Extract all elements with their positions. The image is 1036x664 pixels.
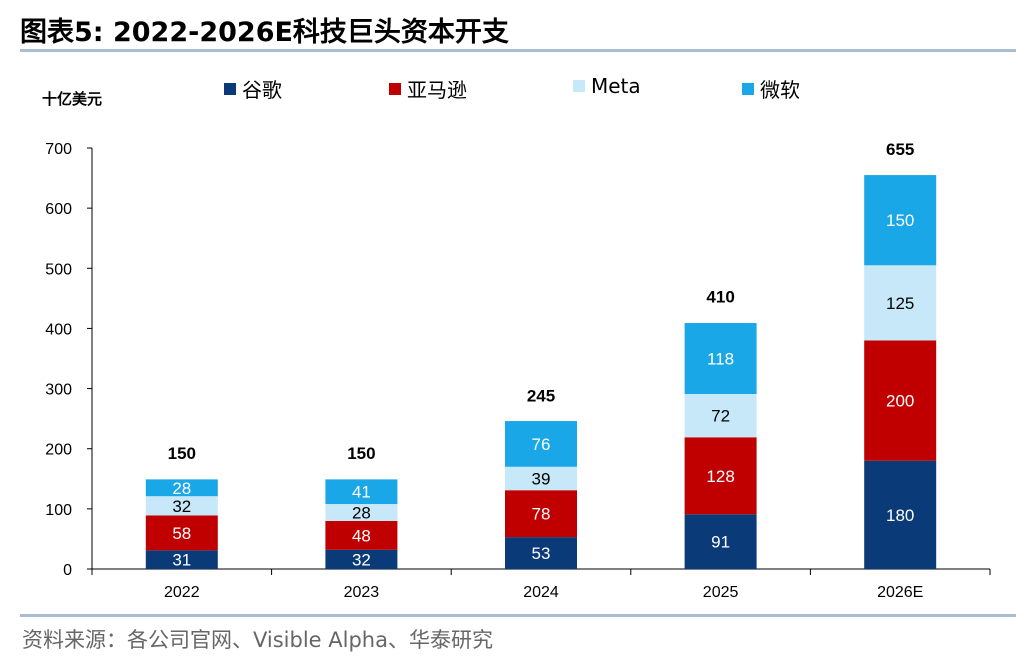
data-label: 150 [886,211,914,230]
chart-title: 图表5: 2022-2026E科技巨头资本开支 [20,17,509,48]
bar-segment [684,514,757,569]
total-label: 245 [527,387,555,406]
data-label: 91 [711,533,730,552]
bar-segment [864,175,937,266]
y-tick-label: 0 [63,562,72,579]
data-label: 180 [886,506,914,525]
data-label: 39 [532,469,551,488]
legend-item-microsoft: 微软 [742,74,800,103]
legend-label: 谷歌 [242,78,282,102]
data-label: 72 [711,407,730,426]
y-tick-label: 600 [45,201,72,218]
total-label: 410 [706,287,734,306]
x-tick-label: 2023 [344,584,380,601]
data-label: 200 [886,392,914,411]
y-axis-unit-label: 十亿美元 [42,90,103,108]
source-note: 资料来源：各公司官网、Visible Alpha、华泰研究 [22,628,493,652]
legend-swatch [224,82,236,95]
data-label: 48 [352,526,371,545]
data-label: 118 [707,350,734,369]
data-label: 58 [172,524,191,543]
legend-swatch [573,80,585,92]
bar-segment [505,421,577,467]
legend-item-amazon: 亚马逊 [389,74,467,103]
y-tick-label: 200 [45,442,72,459]
x-tick-label: 2024 [523,584,559,601]
legend: 谷歌 亚马逊 Meta 微软 [0,74,1036,103]
y-tick-label: 100 [45,502,72,519]
data-label: 76 [532,435,551,454]
bar-segment [325,504,398,521]
y-tick-label: 400 [45,321,72,338]
data-label: 31 [172,551,191,570]
data-label: 28 [172,479,191,498]
bar-segment [145,496,218,516]
x-tick-label: 2022 [164,584,200,601]
data-label: 28 [352,503,371,522]
data-label: 125 [886,294,914,313]
data-label: 128 [706,467,734,486]
x-tick-label: 2025 [703,584,739,601]
legend-label: 微软 [760,78,800,102]
data-label: 32 [172,497,191,516]
bar-segment [145,479,218,497]
data-label: 32 [352,550,371,569]
bar-segment [684,393,757,438]
bar-segment [505,466,577,491]
bar-segment [684,323,757,394]
bar-segment [325,549,398,569]
total-label: 150 [347,444,375,463]
legend-label: 亚马逊 [407,78,467,102]
y-tick-label: 300 [45,382,72,399]
data-label: 53 [532,544,551,563]
bar-segment [864,265,937,341]
legend-item-meta: Meta [573,74,641,98]
bar-segment [864,340,937,461]
legend-swatch [389,82,401,95]
data-label: 41 [352,483,371,502]
x-tick-label: 2026E [877,584,923,601]
data-label: 78 [532,505,551,524]
title-divider [20,49,1016,52]
bar-segment [145,515,218,551]
total-label: 150 [168,444,196,463]
bar-segment [505,490,577,538]
bar-segment [864,460,937,569]
legend-swatch [742,82,754,95]
total-label: 655 [886,140,914,159]
legend-label: Meta [591,74,641,98]
y-tick-label: 500 [45,261,72,278]
y-tick-label: 700 [45,141,72,158]
bar-segment [325,520,398,550]
bar-segment [505,537,577,569]
bar-segment [145,550,218,569]
bar-segment [325,479,398,505]
legend-item-google: 谷歌 [224,74,282,103]
bar-segment [684,437,757,515]
source-divider [20,614,1016,617]
